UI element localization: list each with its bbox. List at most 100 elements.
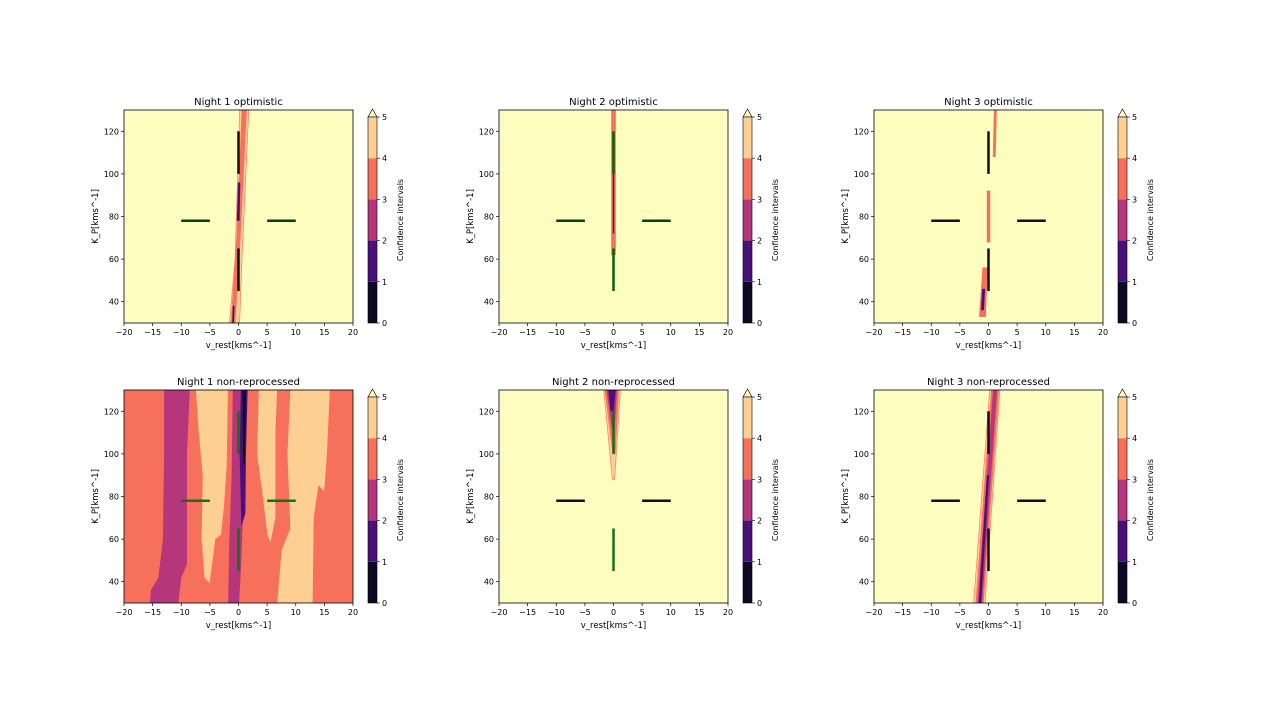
y-tick-label: 60 (109, 255, 119, 264)
colorbar-segment-3-4 (1118, 438, 1127, 480)
colorbar-segment-0-1 (368, 281, 377, 323)
colorbar: 0 1 2 3 4 5 Confidence intervals (367, 108, 405, 328)
colorbar-segment-0-1 (368, 561, 377, 603)
colorbar-tick-label: 1 (382, 278, 387, 287)
y-axis-label: K_P[kms^-1] (91, 469, 101, 524)
colorbar-tick-label: 5 (382, 393, 387, 402)
x-tick-label: 20 (348, 608, 358, 617)
panel-title: Night 1 non-reprocessed (177, 377, 300, 388)
x-tick-label: −5 (954, 328, 966, 337)
colorbar-extend-arrow (742, 108, 753, 118)
contour-region-3-4 (986, 190, 991, 243)
colorbar-tick-label: 5 (1132, 113, 1137, 122)
colorbar-tick-label: 2 (1132, 237, 1137, 246)
colorbar: 0 1 2 3 4 5 Confidence intervals (742, 108, 780, 328)
y-tick-label: 120 (854, 127, 869, 136)
x-axis-label: v_rest[kms^-1] (956, 621, 1021, 631)
colorbar-segment-2-3 (368, 199, 377, 241)
y-axis-label: K_P[kms^-1] (466, 469, 476, 524)
colorbar-segment-1-2 (743, 240, 752, 282)
x-tick-label: 0 (986, 608, 991, 617)
contour-region-0-1 (242, 390, 246, 465)
x-tick-label: 15 (319, 328, 329, 337)
x-tick-label: −15 (894, 608, 911, 617)
colorbar-segment-3-4 (368, 158, 377, 200)
x-tick-label: 5 (265, 608, 270, 617)
x-tick-label: −15 (519, 608, 536, 617)
colorbar-label: Confidence intervals (1146, 179, 1155, 261)
colorbar-tick-label: 3 (1132, 475, 1137, 484)
x-tick-label: −10 (173, 608, 190, 617)
y-tick-label: 120 (479, 127, 494, 136)
contour-region-1-2 (981, 288, 986, 311)
colorbar-tick-label: 4 (757, 434, 762, 443)
x-tick-label: 20 (723, 328, 733, 337)
colorbar-tick-label: 0 (1132, 599, 1137, 608)
y-tick-label: 40 (484, 578, 494, 587)
x-tick-label: 0 (986, 328, 991, 337)
x-tick-label: 10 (1041, 328, 1051, 337)
colorbar-tick-label: 5 (757, 393, 762, 402)
y-tick-label: 120 (479, 407, 494, 416)
x-tick-label: −20 (116, 608, 133, 617)
colorbar-label: Confidence intervals (1146, 459, 1155, 541)
colorbar-tick-label: 2 (1132, 517, 1137, 526)
y-axis-label: K_P[kms^-1] (841, 469, 851, 524)
x-tick-label: 10 (666, 608, 676, 617)
x-tick-label: −10 (173, 328, 190, 337)
y-tick-label: 60 (859, 535, 869, 544)
y-tick-label: 60 (484, 255, 494, 264)
colorbar-segment-3-4 (743, 438, 752, 480)
colorbar: 0 1 2 3 4 5 Confidence intervals (1117, 108, 1155, 328)
x-tick-label: 15 (1069, 608, 1079, 617)
x-tick-label: 5 (265, 328, 270, 337)
y-tick-label: 80 (859, 493, 869, 502)
colorbar-segment-4-5 (368, 397, 377, 439)
colorbar: 0 1 2 3 4 5 Confidence intervals (367, 388, 405, 608)
colorbar-tick-label: 0 (382, 599, 387, 608)
colorbar-segment-1-2 (368, 240, 377, 282)
colorbar-extend-arrow (1117, 108, 1128, 118)
y-tick-label: 100 (104, 450, 119, 459)
x-tick-label: 5 (640, 608, 645, 617)
x-axis-label: v_rest[kms^-1] (206, 341, 271, 351)
contour-region-3-4 (992, 110, 997, 158)
colorbar-segment-0-1 (1118, 561, 1127, 603)
x-tick-label: 15 (694, 328, 704, 337)
colorbar-extend-arrow (1117, 388, 1128, 398)
colorbar-tick-label: 1 (1132, 558, 1137, 567)
x-tick-label: −20 (491, 608, 508, 617)
y-tick-label: 80 (484, 493, 494, 502)
x-axis-label: v_rest[kms^-1] (956, 341, 1021, 351)
x-tick-label: 20 (723, 608, 733, 617)
x-tick-label: 0 (611, 328, 616, 337)
colorbar-extend-arrow (367, 108, 378, 118)
colorbar-tick-label: 0 (1132, 319, 1137, 328)
x-tick-label: −15 (144, 328, 161, 337)
y-tick-label: 80 (109, 213, 119, 222)
panel-title: Night 2 non-reprocessed (552, 377, 675, 388)
colorbar-tick-label: 3 (382, 195, 387, 204)
colorbar-segment-2-3 (743, 199, 752, 241)
y-tick-label: 100 (479, 170, 494, 179)
colorbar-tick-label: 1 (1132, 278, 1137, 287)
colorbar-segment-0-1 (743, 281, 752, 323)
colorbar: 0 1 2 3 4 5 Confidence intervals (1117, 388, 1155, 608)
x-tick-label: −15 (519, 328, 536, 337)
colorbar-segment-3-4 (1118, 158, 1127, 200)
colorbar-tick-label: 2 (757, 237, 762, 246)
y-tick-label: 60 (859, 255, 869, 264)
colorbar-label: Confidence intervals (771, 179, 780, 261)
y-tick-label: 120 (104, 127, 119, 136)
y-tick-label: 100 (854, 450, 869, 459)
x-tick-label: −20 (866, 328, 883, 337)
colorbar-segment-1-2 (1118, 240, 1127, 282)
colorbar-segment-4-5 (743, 117, 752, 159)
colorbar-segment-2-3 (1118, 479, 1127, 521)
x-tick-label: 5 (640, 328, 645, 337)
y-tick-label: 100 (854, 170, 869, 179)
x-tick-label: −20 (116, 328, 133, 337)
